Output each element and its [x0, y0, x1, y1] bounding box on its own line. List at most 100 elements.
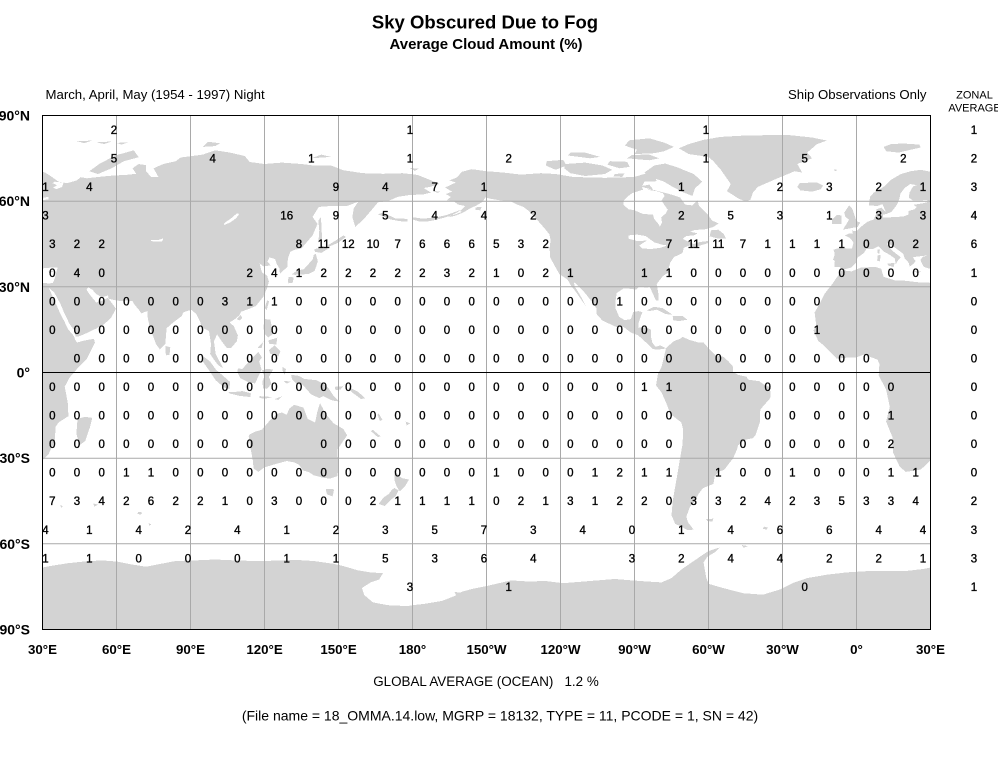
- svg-text:0: 0: [370, 439, 376, 451]
- svg-text:1: 1: [296, 268, 302, 280]
- svg-text:0: 0: [567, 382, 573, 394]
- svg-text:30°S: 30°S: [0, 450, 30, 466]
- svg-text:0: 0: [764, 268, 770, 280]
- svg-text:0: 0: [419, 353, 425, 365]
- svg-text:0: 0: [320, 439, 326, 451]
- svg-text:0: 0: [320, 468, 326, 480]
- svg-text:0: 0: [863, 439, 869, 451]
- svg-text:0: 0: [567, 439, 573, 451]
- svg-text:1: 1: [715, 468, 721, 480]
- svg-text:2: 2: [518, 496, 524, 508]
- svg-text:0: 0: [740, 382, 746, 394]
- svg-text:1: 1: [666, 382, 672, 394]
- svg-text:1: 1: [666, 468, 672, 480]
- svg-text:0: 0: [863, 353, 869, 365]
- svg-text:0: 0: [123, 353, 129, 365]
- svg-text:0: 0: [616, 439, 622, 451]
- svg-text:1: 1: [283, 553, 289, 565]
- svg-text:3: 3: [382, 525, 388, 537]
- svg-text:4: 4: [382, 182, 389, 194]
- svg-text:0: 0: [345, 439, 351, 451]
- svg-text:0: 0: [444, 468, 450, 480]
- svg-text:5: 5: [727, 211, 733, 223]
- svg-text:3: 3: [567, 496, 573, 508]
- svg-text:3: 3: [629, 553, 635, 565]
- svg-text:0: 0: [468, 353, 474, 365]
- svg-text:0: 0: [518, 353, 524, 365]
- svg-text:0: 0: [567, 353, 573, 365]
- svg-text:0: 0: [616, 411, 622, 423]
- svg-text:5: 5: [111, 154, 117, 166]
- svg-text:1: 1: [814, 239, 820, 251]
- svg-text:0: 0: [971, 296, 977, 308]
- svg-text:0: 0: [320, 296, 326, 308]
- svg-text:0: 0: [542, 296, 548, 308]
- svg-text:0: 0: [394, 468, 400, 480]
- svg-text:0: 0: [98, 296, 104, 308]
- svg-text:9: 9: [333, 211, 339, 223]
- svg-text:0: 0: [148, 411, 154, 423]
- svg-text:0: 0: [567, 468, 573, 480]
- svg-text:1: 1: [888, 411, 894, 423]
- svg-text:4: 4: [209, 154, 216, 166]
- svg-text:0: 0: [394, 439, 400, 451]
- svg-text:0: 0: [971, 439, 977, 451]
- svg-text:0: 0: [49, 439, 55, 451]
- svg-text:1: 1: [481, 182, 487, 194]
- svg-text:2: 2: [333, 525, 339, 537]
- svg-text:0: 0: [296, 296, 302, 308]
- svg-text:0: 0: [740, 296, 746, 308]
- svg-text:30°E: 30°E: [916, 642, 945, 657]
- svg-text:0: 0: [345, 325, 351, 337]
- svg-text:0: 0: [296, 353, 302, 365]
- svg-text:1: 1: [678, 525, 684, 537]
- svg-text:6: 6: [777, 525, 783, 537]
- svg-text:0: 0: [740, 353, 746, 365]
- svg-text:90°S: 90°S: [0, 622, 30, 638]
- svg-text:0: 0: [345, 468, 351, 480]
- svg-text:4: 4: [271, 268, 278, 280]
- svg-text:2: 2: [123, 496, 129, 508]
- svg-text:0: 0: [271, 353, 277, 365]
- svg-text:0: 0: [764, 325, 770, 337]
- svg-text:30°E: 30°E: [28, 642, 57, 657]
- svg-text:0: 0: [148, 296, 154, 308]
- svg-text:1: 1: [641, 468, 647, 480]
- svg-text:0: 0: [971, 411, 977, 423]
- svg-text:0: 0: [592, 325, 598, 337]
- svg-text:0: 0: [135, 553, 141, 565]
- svg-text:0: 0: [592, 382, 598, 394]
- svg-text:0: 0: [740, 325, 746, 337]
- svg-text:5: 5: [801, 154, 807, 166]
- svg-text:0: 0: [863, 268, 869, 280]
- svg-text:0: 0: [370, 353, 376, 365]
- svg-text:2: 2: [394, 268, 400, 280]
- svg-text:3: 3: [690, 496, 696, 508]
- svg-text:150°W: 150°W: [466, 642, 507, 657]
- svg-text:1: 1: [283, 525, 289, 537]
- svg-text:1: 1: [148, 468, 154, 480]
- svg-text:0: 0: [789, 382, 795, 394]
- svg-text:0: 0: [690, 325, 696, 337]
- svg-text:2: 2: [530, 211, 536, 223]
- svg-text:0: 0: [838, 468, 844, 480]
- svg-text:0: 0: [468, 325, 474, 337]
- svg-text:1: 1: [222, 496, 228, 508]
- svg-text:0: 0: [912, 268, 918, 280]
- svg-text:0: 0: [271, 382, 277, 394]
- svg-text:2: 2: [185, 525, 191, 537]
- svg-text:0: 0: [345, 382, 351, 394]
- svg-text:6: 6: [419, 239, 425, 251]
- svg-text:2: 2: [111, 125, 117, 137]
- svg-text:2: 2: [875, 553, 881, 565]
- svg-text:0: 0: [172, 296, 178, 308]
- svg-text:11: 11: [318, 239, 330, 251]
- svg-text:0: 0: [197, 296, 203, 308]
- svg-text:1: 1: [246, 296, 252, 308]
- svg-text:90°W: 90°W: [618, 642, 651, 657]
- svg-text:0: 0: [246, 468, 252, 480]
- svg-text:0: 0: [419, 382, 425, 394]
- svg-text:0: 0: [468, 439, 474, 451]
- svg-text:0: 0: [419, 411, 425, 423]
- svg-text:4: 4: [481, 211, 488, 223]
